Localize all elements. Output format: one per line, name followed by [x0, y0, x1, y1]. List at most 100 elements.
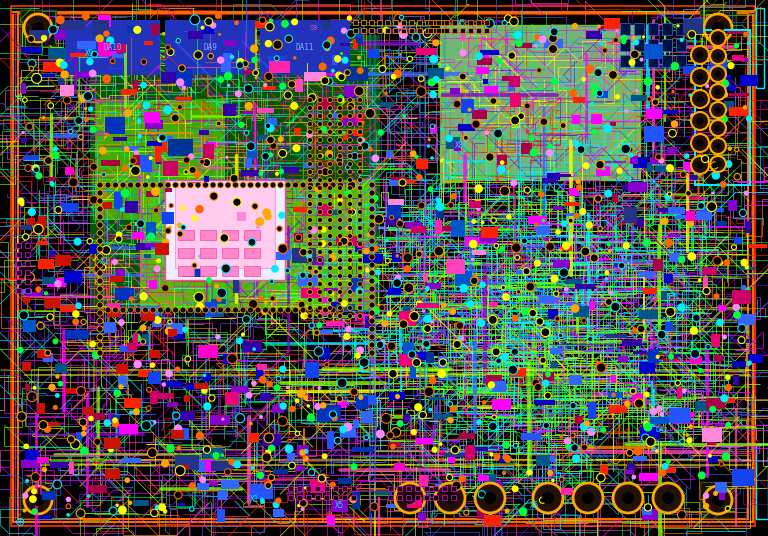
- Bar: [217, 509, 225, 522]
- Circle shape: [347, 314, 353, 318]
- Bar: [710, 61, 727, 77]
- Circle shape: [68, 129, 73, 134]
- Circle shape: [163, 509, 167, 513]
- Circle shape: [206, 277, 212, 284]
- Circle shape: [705, 84, 709, 88]
- Bar: [323, 495, 329, 500]
- Circle shape: [629, 153, 634, 158]
- Bar: [272, 405, 283, 413]
- Bar: [369, 19, 373, 25]
- Circle shape: [201, 388, 207, 394]
- Bar: [411, 494, 415, 504]
- Bar: [273, 469, 288, 474]
- Circle shape: [704, 14, 732, 42]
- Bar: [477, 507, 485, 519]
- Circle shape: [327, 226, 333, 230]
- Circle shape: [671, 90, 674, 93]
- Bar: [425, 282, 442, 289]
- Bar: [250, 433, 259, 442]
- Bar: [405, 222, 422, 229]
- Circle shape: [412, 359, 421, 367]
- Bar: [608, 392, 623, 398]
- Bar: [105, 468, 121, 479]
- Bar: [528, 217, 548, 225]
- Bar: [318, 99, 333, 109]
- Bar: [376, 27, 382, 33]
- Circle shape: [41, 467, 47, 472]
- Circle shape: [357, 137, 366, 145]
- Circle shape: [459, 284, 468, 293]
- Bar: [210, 415, 230, 426]
- Circle shape: [263, 209, 271, 217]
- Circle shape: [327, 106, 333, 110]
- Circle shape: [52, 146, 58, 152]
- Bar: [184, 395, 190, 403]
- Bar: [740, 285, 746, 293]
- Bar: [696, 211, 711, 220]
- Bar: [738, 314, 755, 325]
- Circle shape: [347, 102, 355, 110]
- Bar: [273, 509, 283, 517]
- Circle shape: [306, 404, 310, 408]
- Circle shape: [501, 353, 508, 361]
- Bar: [200, 266, 216, 276]
- Circle shape: [300, 507, 305, 511]
- Circle shape: [727, 146, 732, 151]
- Circle shape: [661, 218, 669, 225]
- Circle shape: [317, 98, 323, 102]
- Circle shape: [137, 220, 144, 228]
- Circle shape: [536, 318, 544, 325]
- Circle shape: [734, 173, 740, 180]
- Bar: [553, 206, 562, 210]
- Bar: [618, 356, 627, 362]
- Circle shape: [124, 146, 130, 152]
- Text: L2: L2: [50, 388, 58, 392]
- Circle shape: [391, 74, 396, 80]
- Bar: [353, 27, 357, 33]
- Circle shape: [372, 245, 379, 252]
- Circle shape: [97, 214, 103, 220]
- Bar: [162, 212, 174, 224]
- Bar: [99, 51, 117, 56]
- Bar: [396, 495, 402, 500]
- Circle shape: [317, 297, 323, 302]
- Circle shape: [173, 307, 178, 313]
- Circle shape: [502, 20, 507, 26]
- Bar: [435, 19, 441, 25]
- Bar: [133, 500, 149, 505]
- Circle shape: [434, 246, 444, 256]
- Circle shape: [616, 168, 623, 174]
- Circle shape: [382, 320, 389, 327]
- Circle shape: [44, 291, 48, 295]
- Circle shape: [347, 281, 353, 287]
- Circle shape: [124, 477, 130, 483]
- Bar: [469, 201, 477, 205]
- Bar: [217, 490, 227, 500]
- Circle shape: [146, 406, 151, 411]
- Bar: [620, 39, 630, 51]
- Circle shape: [670, 120, 678, 128]
- Bar: [332, 55, 337, 65]
- Circle shape: [452, 446, 459, 454]
- Circle shape: [97, 278, 103, 284]
- Circle shape: [260, 499, 265, 504]
- Circle shape: [120, 182, 126, 188]
- Bar: [358, 395, 376, 405]
- Circle shape: [342, 57, 349, 64]
- Circle shape: [327, 177, 333, 182]
- Bar: [367, 49, 379, 58]
- Circle shape: [146, 175, 150, 179]
- Circle shape: [208, 54, 214, 59]
- Circle shape: [253, 70, 259, 76]
- Circle shape: [22, 509, 27, 512]
- Circle shape: [270, 143, 276, 150]
- Bar: [589, 301, 594, 310]
- Circle shape: [149, 156, 153, 160]
- Circle shape: [357, 193, 362, 198]
- Circle shape: [182, 326, 188, 332]
- Bar: [64, 271, 82, 283]
- Bar: [316, 405, 341, 422]
- Circle shape: [601, 427, 606, 433]
- Circle shape: [63, 96, 71, 104]
- Bar: [416, 438, 433, 443]
